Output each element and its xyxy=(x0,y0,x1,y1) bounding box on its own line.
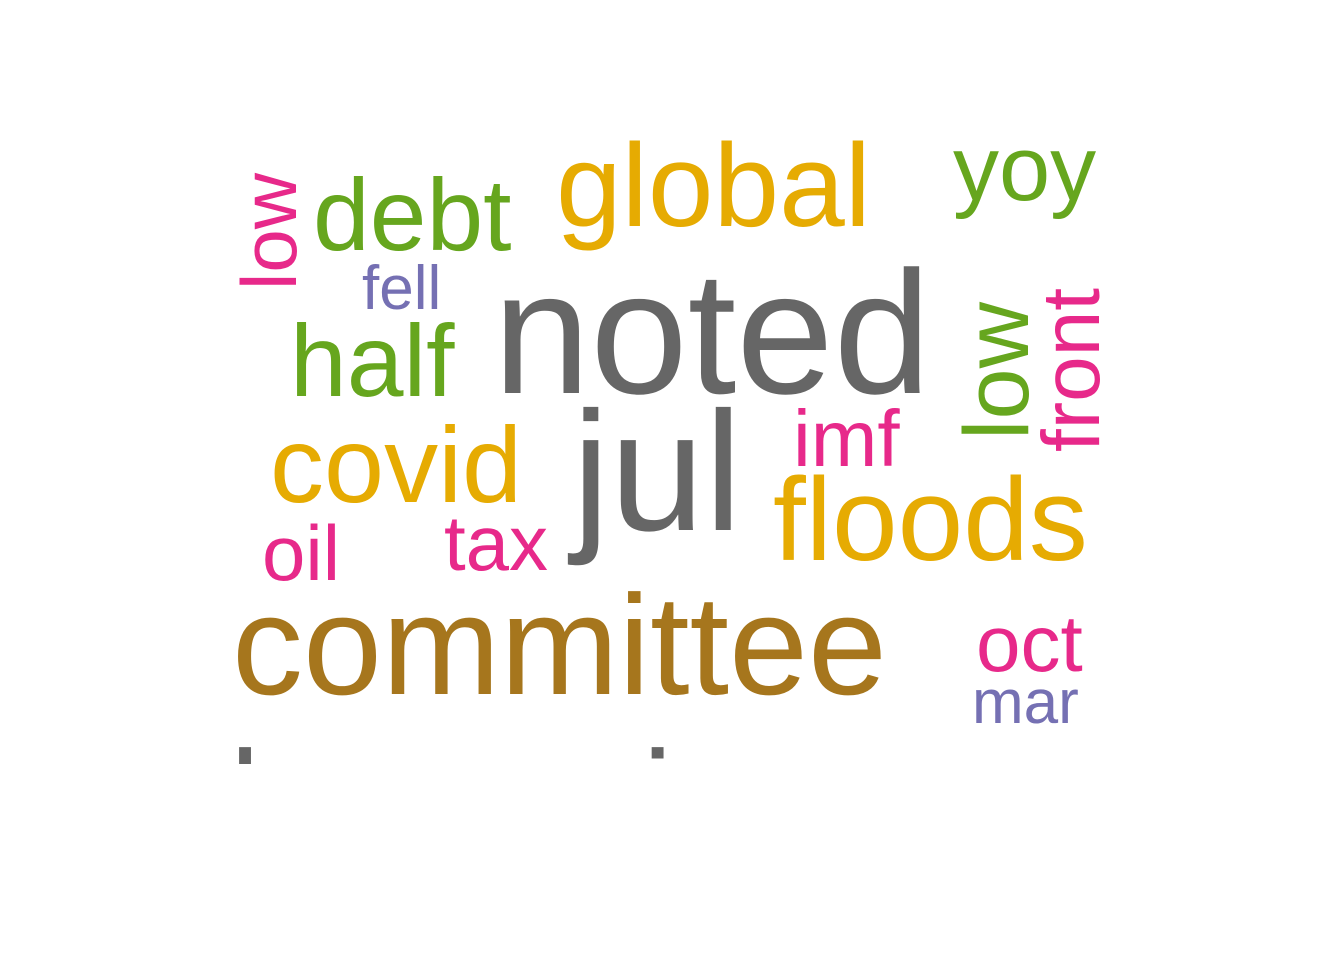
word-borrowings: borrowings xyxy=(230,723,890,874)
word-tax: tax xyxy=(444,499,548,587)
word-global: global xyxy=(556,120,871,252)
word-front: front xyxy=(1026,288,1117,452)
word-mar: mar xyxy=(972,668,1079,737)
word-low: low xyxy=(225,172,313,290)
word-low: low xyxy=(946,301,1048,440)
word-committee: committee xyxy=(232,566,887,725)
word-debt: debt xyxy=(313,158,512,272)
word-oil: oil xyxy=(262,509,340,597)
word-covid: covid xyxy=(270,404,522,525)
word-oct: oct xyxy=(976,599,1083,688)
word-yoy: yoy xyxy=(953,118,1096,220)
word-half: half xyxy=(290,304,455,418)
word-jul: jul xyxy=(567,377,742,567)
word-floods: floods xyxy=(773,454,1088,586)
word-fell: fell xyxy=(362,254,441,323)
word-noted: noted xyxy=(493,236,931,431)
word-imf: imf xyxy=(793,394,900,483)
